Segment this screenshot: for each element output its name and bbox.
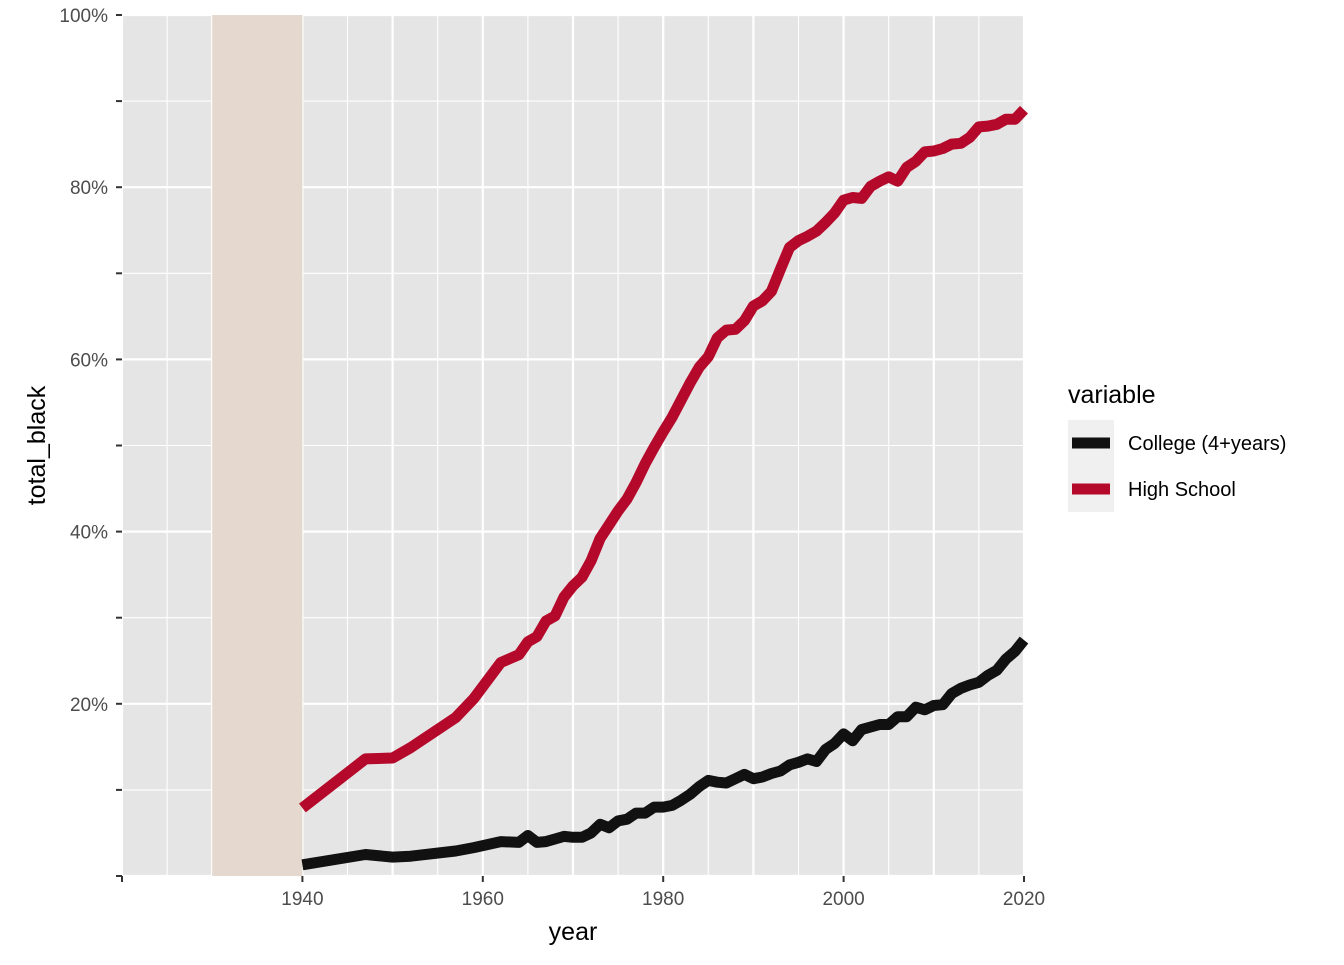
y-tick-label: 40% [70,523,108,544]
x-tick-label: 1940 [281,889,323,910]
y-tick-label: 20% [70,695,108,716]
y-tick-label: 100% [59,6,108,27]
y-tick-label: 60% [70,350,108,371]
legend: variable College (4+years) High School [1068,381,1286,512]
shaded-region [212,15,303,876]
legend-items: College (4+years) High School [1072,433,1286,501]
y-axis: 20% 40% 60% 80% 100% [59,6,122,877]
x-tick-label: 1980 [642,889,684,910]
legend-label-high-school: High School [1128,479,1236,501]
x-tick-label: 2000 [822,889,864,910]
legend-label-college: College (4+years) [1128,433,1286,455]
x-tick-label: 2020 [1003,889,1045,910]
series-line-college [301,636,1029,871]
y-tick-label: 80% [70,178,108,199]
series-layer [299,105,1029,871]
y-axis-title: total_black [23,385,51,505]
series-line-high-school [299,105,1028,813]
x-axis: 1940 1960 1980 2000 2020 [121,876,1045,910]
x-axis-title: year [549,918,598,946]
legend-keys-background [1068,420,1114,512]
x-tick-label: 1960 [462,889,504,910]
legend-title: variable [1068,381,1156,409]
